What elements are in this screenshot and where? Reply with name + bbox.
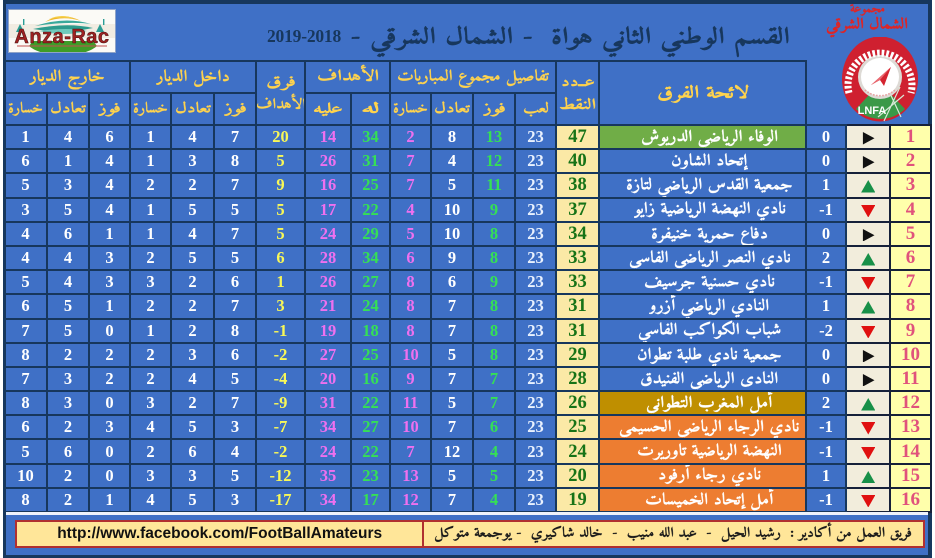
svg-text:Anza-Rac: Anza-Rac xyxy=(14,26,109,48)
svg-text:LNFA: LNFA xyxy=(858,105,887,117)
